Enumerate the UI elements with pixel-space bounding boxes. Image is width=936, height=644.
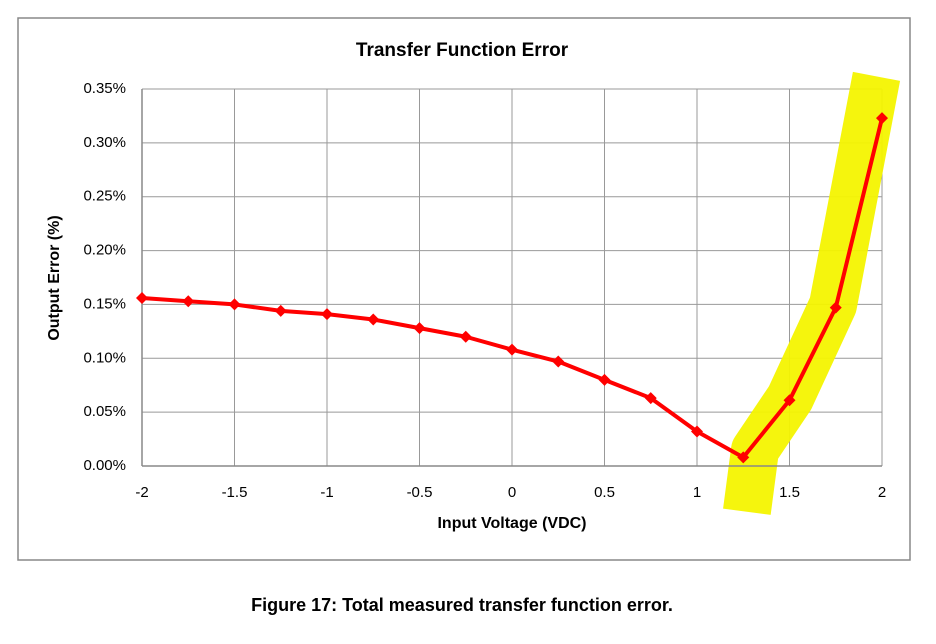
data-marker [876, 112, 888, 125]
x-tick-label: 2 [878, 484, 886, 501]
x-tick-label: 1.5 [779, 484, 800, 501]
data-marker [552, 355, 565, 368]
data-marker [228, 298, 241, 311]
x-tick-label: -2 [135, 484, 148, 501]
data-marker [274, 304, 287, 317]
y-tick-label: 0.00% [83, 457, 126, 474]
y-tick-label: 0.30% [83, 134, 126, 151]
data-marker [321, 308, 333, 321]
x-tick-label: -0.5 [407, 484, 433, 501]
data-marker [136, 291, 148, 304]
chart-title: Transfer Function Error [356, 40, 569, 61]
x-axis-label: Input Voltage (VDC) [437, 515, 586, 532]
y-tick-label: 0.35% [83, 80, 126, 97]
data-marker [413, 322, 426, 335]
y-tick-label: 0.15% [83, 295, 126, 312]
x-tick-label: -1.5 [222, 484, 248, 501]
y-tick-label: 0.20% [83, 242, 126, 259]
data-marker [182, 295, 195, 308]
chart-frame [17, 17, 911, 561]
data-marker [367, 313, 380, 326]
grid [141, 88, 883, 467]
x-tick-label: -1 [320, 484, 333, 501]
x-tick-label: 1 [693, 484, 701, 501]
y-axis-label: Output Error (%) [46, 215, 63, 340]
data-marker [459, 330, 472, 343]
y-tick-label: 0.05% [83, 403, 126, 420]
data-marker [506, 343, 518, 356]
data-marker [783, 394, 796, 407]
caption: Figure 17: Total measured transfer funct… [251, 595, 673, 615]
y-tick-label: 0.25% [83, 188, 126, 205]
data-marker [598, 373, 611, 386]
data-marker [644, 392, 657, 405]
data-marker [737, 451, 750, 464]
y-tick-label: 0.10% [83, 349, 126, 366]
data-marker [829, 301, 842, 314]
x-tick-label: 0.5 [594, 484, 615, 501]
data-marker [691, 425, 703, 438]
x-tick-label: 0 [508, 484, 516, 501]
